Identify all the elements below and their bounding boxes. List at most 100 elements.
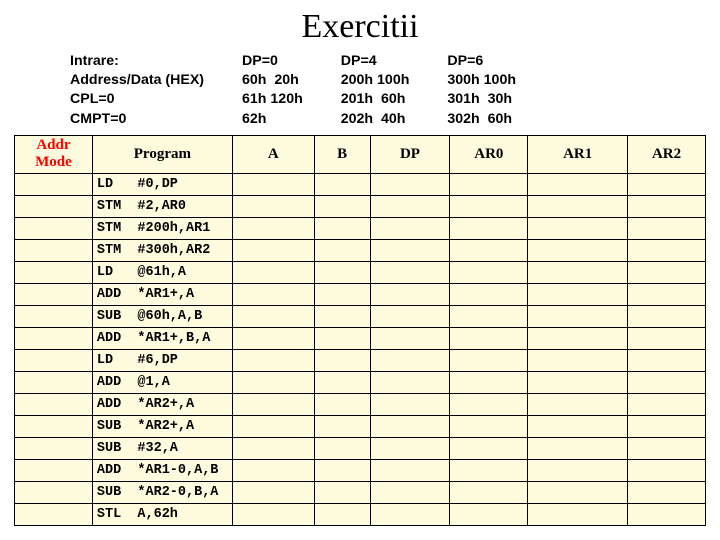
cell-program: SUB *AR2-0,B,A <box>92 481 232 503</box>
col-header-b: B <box>314 135 370 173</box>
cell-program: STL A,62h <box>92 503 232 525</box>
cell-ar1 <box>528 239 628 261</box>
cell-program: STM #200h,AR1 <box>92 217 232 239</box>
cell-dp <box>370 415 450 437</box>
cell-b <box>314 327 370 349</box>
cell-ar2 <box>628 283 706 305</box>
cell-ar0 <box>450 239 528 261</box>
cell-addr-mode <box>15 393 93 415</box>
cell-ar2 <box>628 459 706 481</box>
table-row: ADD *AR1-0,A,B <box>15 459 706 481</box>
cell-ar0 <box>450 173 528 195</box>
cell-ar2 <box>628 261 706 283</box>
cell-ar0 <box>450 349 528 371</box>
cell-ar2 <box>628 481 706 503</box>
meta-dp0: DP=0 60h 20h 61h 120h 62h <box>242 52 303 129</box>
cell-dp <box>370 349 450 371</box>
cell-ar0 <box>450 437 528 459</box>
cell-program: SUB #32,A <box>92 437 232 459</box>
cell-ar0 <box>450 393 528 415</box>
table-row: LD @61h,A <box>15 261 706 283</box>
cell-dp <box>370 239 450 261</box>
cell-b <box>314 481 370 503</box>
cell-program: STM #300h,AR2 <box>92 239 232 261</box>
cell-a <box>232 239 314 261</box>
table-row: SUB #32,A <box>15 437 706 459</box>
cell-program: ADD *AR1-0,A,B <box>92 459 232 481</box>
cell-program: ADD *AR2+,A <box>92 393 232 415</box>
table-row: SUB *AR2-0,B,A <box>15 481 706 503</box>
cell-addr-mode <box>15 261 93 283</box>
cell-dp <box>370 393 450 415</box>
exercise-table: Addr Mode Program A B DP AR0 AR1 AR2 LD … <box>14 135 706 526</box>
table-row: LD #0,DP <box>15 173 706 195</box>
cell-ar1 <box>528 327 628 349</box>
table-row: ADD @1,A <box>15 371 706 393</box>
cell-ar2 <box>628 415 706 437</box>
cell-ar2 <box>628 173 706 195</box>
col-header-a: A <box>232 135 314 173</box>
col-header-ar1: AR1 <box>528 135 628 173</box>
cell-a <box>232 349 314 371</box>
table-row: ADD *AR1+,B,A <box>15 327 706 349</box>
cell-ar2 <box>628 393 706 415</box>
cell-addr-mode <box>15 503 93 525</box>
cell-addr-mode <box>15 327 93 349</box>
cell-a <box>232 305 314 327</box>
cell-addr-mode <box>15 217 93 239</box>
cell-ar0 <box>450 283 528 305</box>
table-row: LD #6,DP <box>15 349 706 371</box>
cell-ar2 <box>628 217 706 239</box>
table-row: STL A,62h <box>15 503 706 525</box>
cell-dp <box>370 305 450 327</box>
cell-ar2 <box>628 349 706 371</box>
cell-ar0 <box>450 261 528 283</box>
cell-b <box>314 283 370 305</box>
cell-dp <box>370 481 450 503</box>
cell-dp <box>370 195 450 217</box>
cell-ar1 <box>528 283 628 305</box>
col-header-ar2: AR2 <box>628 135 706 173</box>
cell-addr-mode <box>15 195 93 217</box>
cell-ar0 <box>450 327 528 349</box>
cell-addr-mode <box>15 173 93 195</box>
cell-addr-mode <box>15 305 93 327</box>
cell-ar1 <box>528 217 628 239</box>
cell-ar0 <box>450 459 528 481</box>
cell-ar0 <box>450 371 528 393</box>
cell-dp <box>370 459 450 481</box>
cell-program: SUB @60h,A,B <box>92 305 232 327</box>
cell-ar1 <box>528 195 628 217</box>
cell-a <box>232 195 314 217</box>
cell-b <box>314 173 370 195</box>
cell-ar0 <box>450 503 528 525</box>
cell-addr-mode <box>15 415 93 437</box>
cell-ar1 <box>528 481 628 503</box>
cell-a <box>232 173 314 195</box>
cell-ar1 <box>528 173 628 195</box>
cell-ar1 <box>528 261 628 283</box>
cell-a <box>232 217 314 239</box>
cell-ar1 <box>528 503 628 525</box>
cell-a <box>232 481 314 503</box>
cell-program: STM #2,AR0 <box>92 195 232 217</box>
cell-ar0 <box>450 415 528 437</box>
meta-dp6: DP=6 300h 100h 301h 30h 302h 60h <box>447 52 516 129</box>
cell-dp <box>370 327 450 349</box>
page-title: Exercitii <box>14 8 706 46</box>
cell-a <box>232 459 314 481</box>
cell-ar0 <box>450 481 528 503</box>
cell-ar2 <box>628 371 706 393</box>
cell-addr-mode <box>15 349 93 371</box>
cell-a <box>232 261 314 283</box>
table-row: ADD *AR2+,A <box>15 393 706 415</box>
cell-addr-mode <box>15 371 93 393</box>
cell-b <box>314 305 370 327</box>
cell-a <box>232 327 314 349</box>
cell-addr-mode <box>15 459 93 481</box>
table-row: SUB *AR2+,A <box>15 415 706 437</box>
cell-addr-mode <box>15 283 93 305</box>
table-body: LD #0,DPSTM #2,AR0STM #200h,AR1STM #300h… <box>15 173 706 525</box>
cell-b <box>314 217 370 239</box>
cell-program: LD @61h,A <box>92 261 232 283</box>
